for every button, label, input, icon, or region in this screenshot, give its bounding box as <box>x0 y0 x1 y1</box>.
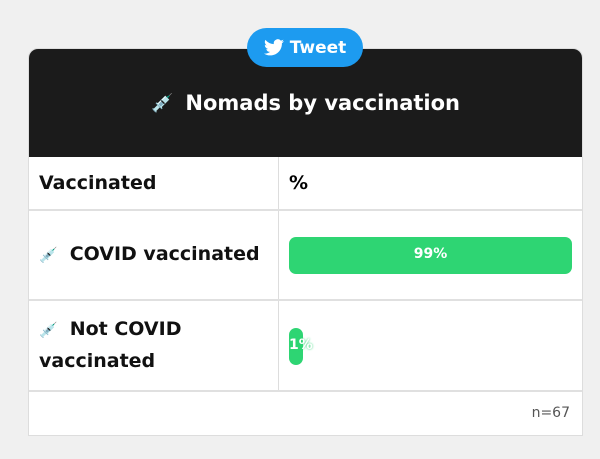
table-header-row: Vaccinated % <box>29 157 582 211</box>
row-label: Not COVID vaccinated <box>39 318 182 372</box>
percent-cell: 1% <box>278 301 582 390</box>
tweet-label: Tweet <box>289 37 347 58</box>
percent-bar <box>289 327 303 365</box>
vaccination-card: 💉 Nomads by vaccination Vaccinated % 💉 CO… <box>28 48 583 436</box>
row-label: COVID vaccinated <box>69 243 260 265</box>
twitter-bird-icon <box>263 39 284 56</box>
percent-bar <box>289 237 573 274</box>
table-row: 💉 Not COVID vaccinated 1% <box>29 301 582 392</box>
syringe-icon: 💉 <box>39 246 58 264</box>
tweet-button[interactable]: Tweet <box>247 28 363 67</box>
percent-label: 99% <box>413 246 448 262</box>
table-row: 💉 COVID vaccinated 99% <box>29 211 582 301</box>
column-header-vaccinated: Vaccinated <box>39 171 157 194</box>
percent-cell: 99% <box>278 211 582 299</box>
row-label-cell: 💉 COVID vaccinated <box>39 211 269 299</box>
page-title: Nomads by vaccination <box>185 91 461 115</box>
syringe-icon: 💉 <box>39 321 58 339</box>
column-header-percent: % <box>278 157 582 209</box>
sample-size: n=67 <box>531 405 570 421</box>
syringe-icon: 💉 <box>150 92 174 114</box>
card-header: 💉 Nomads by vaccination <box>29 49 582 157</box>
row-label-cell: 💉 Not COVID vaccinated <box>39 301 269 390</box>
percent-label: 1% <box>289 336 313 353</box>
